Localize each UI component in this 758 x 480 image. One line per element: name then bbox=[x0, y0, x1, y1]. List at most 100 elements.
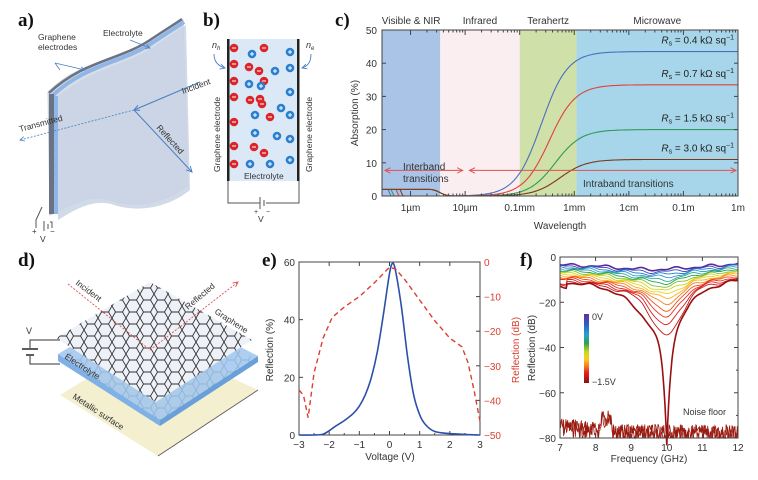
x-tick-label: 2 bbox=[447, 440, 453, 451]
x-tick-label: 3 bbox=[477, 440, 483, 451]
band-label: Infrared bbox=[463, 16, 497, 27]
x-tick-label: 12 bbox=[732, 443, 744, 454]
panel-a-electrolyte-bar bbox=[54, 96, 58, 214]
band-label: Visible & NIR bbox=[382, 16, 441, 27]
rs-label: Rs = 3.0 kΩ sq−1 bbox=[661, 142, 734, 155]
panel-a-label-graphene: Graphene bbox=[38, 32, 76, 42]
y-tick-label: 10 bbox=[366, 159, 378, 170]
y-tick-label: 0 bbox=[550, 253, 556, 264]
x-tick-label: 7 bbox=[557, 443, 563, 454]
panel-b-right-electrode-label: Graphene electrode bbox=[304, 97, 314, 172]
panel-e-label: e) bbox=[262, 250, 277, 271]
panel-a-electrode-bar bbox=[49, 94, 54, 214]
x-tick-label: 1m bbox=[731, 203, 745, 214]
panel-a-pointer-electrodes-2 bbox=[54, 62, 61, 71]
spectrum-trace bbox=[559, 277, 739, 318]
panel-a-label: a) bbox=[18, 10, 34, 31]
plus-icon bbox=[247, 82, 251, 86]
panel-e-xlabel: Voltage (V) bbox=[365, 452, 414, 463]
x-tick-label: 10µm bbox=[453, 203, 478, 214]
panel-f-curves bbox=[559, 262, 739, 446]
panel-a-battery-wire bbox=[35, 206, 53, 231]
interband-label: Interband bbox=[403, 162, 445, 173]
panel-b-n-e-arrow bbox=[302, 53, 312, 68]
plus-icon bbox=[288, 158, 292, 162]
y-tick-label: 50 bbox=[366, 26, 378, 37]
panel-f-xlabel: Frequency (GHz) bbox=[611, 454, 688, 465]
x-tick-label: 10 bbox=[661, 443, 673, 454]
spectrum-trace bbox=[559, 274, 739, 306]
plus-icon bbox=[253, 113, 257, 117]
plus-icon bbox=[288, 50, 292, 54]
panel-d-electrolyte-side-2 bbox=[160, 356, 258, 426]
panel-b-n-e: ne bbox=[306, 40, 315, 52]
panel-a: a) Graphene electrodes Electrolyte Incid… bbox=[18, 10, 212, 244]
x-tick-label: −2 bbox=[323, 440, 335, 451]
panel-d-top-graphene bbox=[56, 282, 252, 402]
plus-icon bbox=[288, 137, 292, 141]
spectrum-trace bbox=[559, 279, 739, 446]
panel-e-ylabel: Reflection (%) bbox=[265, 319, 276, 382]
panel-a-reflected-arrow bbox=[133, 109, 192, 172]
x-tick-label: 11 bbox=[697, 443, 708, 454]
plus-icon bbox=[253, 131, 257, 135]
panel-f-colorbar-top-label: 0V bbox=[592, 312, 603, 322]
interband-edge bbox=[399, 189, 404, 197]
y-tick-label: −40 bbox=[539, 344, 556, 355]
panel-c-ylabel: Absorption (%) bbox=[350, 80, 361, 146]
spectrum-trace bbox=[559, 265, 738, 279]
panel-b-circuit-wire bbox=[227, 181, 300, 209]
plus-icon bbox=[279, 106, 283, 110]
panel-d-reflected-label: Reflected bbox=[183, 281, 217, 312]
x-tick-label: 1mm bbox=[563, 203, 585, 214]
x-tick-label: 0.1m bbox=[672, 203, 694, 214]
panel-c-axes: 0 10 20 30 40 50 1µm 10µm 0.1mm 1mm 1cm 0.1m 1m bbox=[366, 26, 745, 214]
reflection-db-line bbox=[298, 266, 481, 422]
y2-tick-label: −30 bbox=[484, 362, 501, 373]
panel-e-y2label: Reflection (dB) bbox=[511, 317, 522, 383]
panel-a-transmitted-arrow bbox=[20, 109, 135, 140]
panel-b-minus: − bbox=[266, 209, 270, 216]
x-tick-label: −1 bbox=[354, 440, 366, 451]
y-tick-label: 0 bbox=[289, 431, 295, 442]
panel-f-ylabel: Reflection (dB) bbox=[527, 315, 538, 381]
panel-f-label: f) bbox=[520, 250, 533, 271]
y-tick-label: −20 bbox=[539, 298, 556, 309]
plus-icon bbox=[288, 66, 292, 70]
x-tick-label: 9 bbox=[628, 443, 634, 454]
y-tick-label: −60 bbox=[539, 389, 556, 400]
intraband-label: Intraband transitions bbox=[583, 179, 674, 190]
panel-a-minus: − bbox=[50, 227, 55, 236]
interband-edge bbox=[395, 189, 400, 197]
x-tick-label: 1µm bbox=[401, 203, 421, 214]
plus-icon bbox=[275, 134, 279, 138]
panel-b-n-h: nh bbox=[212, 40, 221, 52]
panel-b-n-h-arrow bbox=[213, 53, 225, 68]
panel-d-label: d) bbox=[18, 250, 35, 271]
panel-a-plus: + bbox=[32, 227, 37, 236]
panel-d-metal-edge bbox=[157, 389, 259, 457]
interband-edge bbox=[390, 189, 395, 197]
spectrum-trace bbox=[559, 264, 739, 276]
interband-edge bbox=[387, 189, 392, 197]
y-tick-label: 20 bbox=[284, 373, 296, 384]
y-tick-label: 30 bbox=[366, 92, 378, 103]
panel-d-circuit-wire bbox=[29, 339, 60, 365]
panel-b-plus: + bbox=[254, 209, 258, 216]
panel-a-label-electrodes: electrodes bbox=[38, 42, 77, 52]
panel-c-xlabel: Wavelength bbox=[534, 221, 586, 232]
panel-f: f) 7 8 9 10 11 12 0 −20 −40 −60 −80 0V −1.5V Noise… bbox=[520, 250, 744, 465]
plus-icon bbox=[250, 52, 254, 56]
panel-a-label-electrolyte: Electrolyte bbox=[103, 28, 143, 38]
panel-b-voltage: V bbox=[258, 214, 264, 224]
plot-frame bbox=[298, 261, 481, 436]
band-label: Terahertz bbox=[527, 16, 569, 27]
panel-a-electrode-edge bbox=[48, 17, 183, 94]
panel-d-voltage: V bbox=[26, 326, 32, 336]
spectrum-trace bbox=[559, 272, 738, 299]
panel-c-label: c) bbox=[335, 10, 350, 31]
plus-icon bbox=[259, 84, 263, 88]
rs-label: Rs = 0.4 kΩ sq−1 bbox=[661, 35, 734, 48]
